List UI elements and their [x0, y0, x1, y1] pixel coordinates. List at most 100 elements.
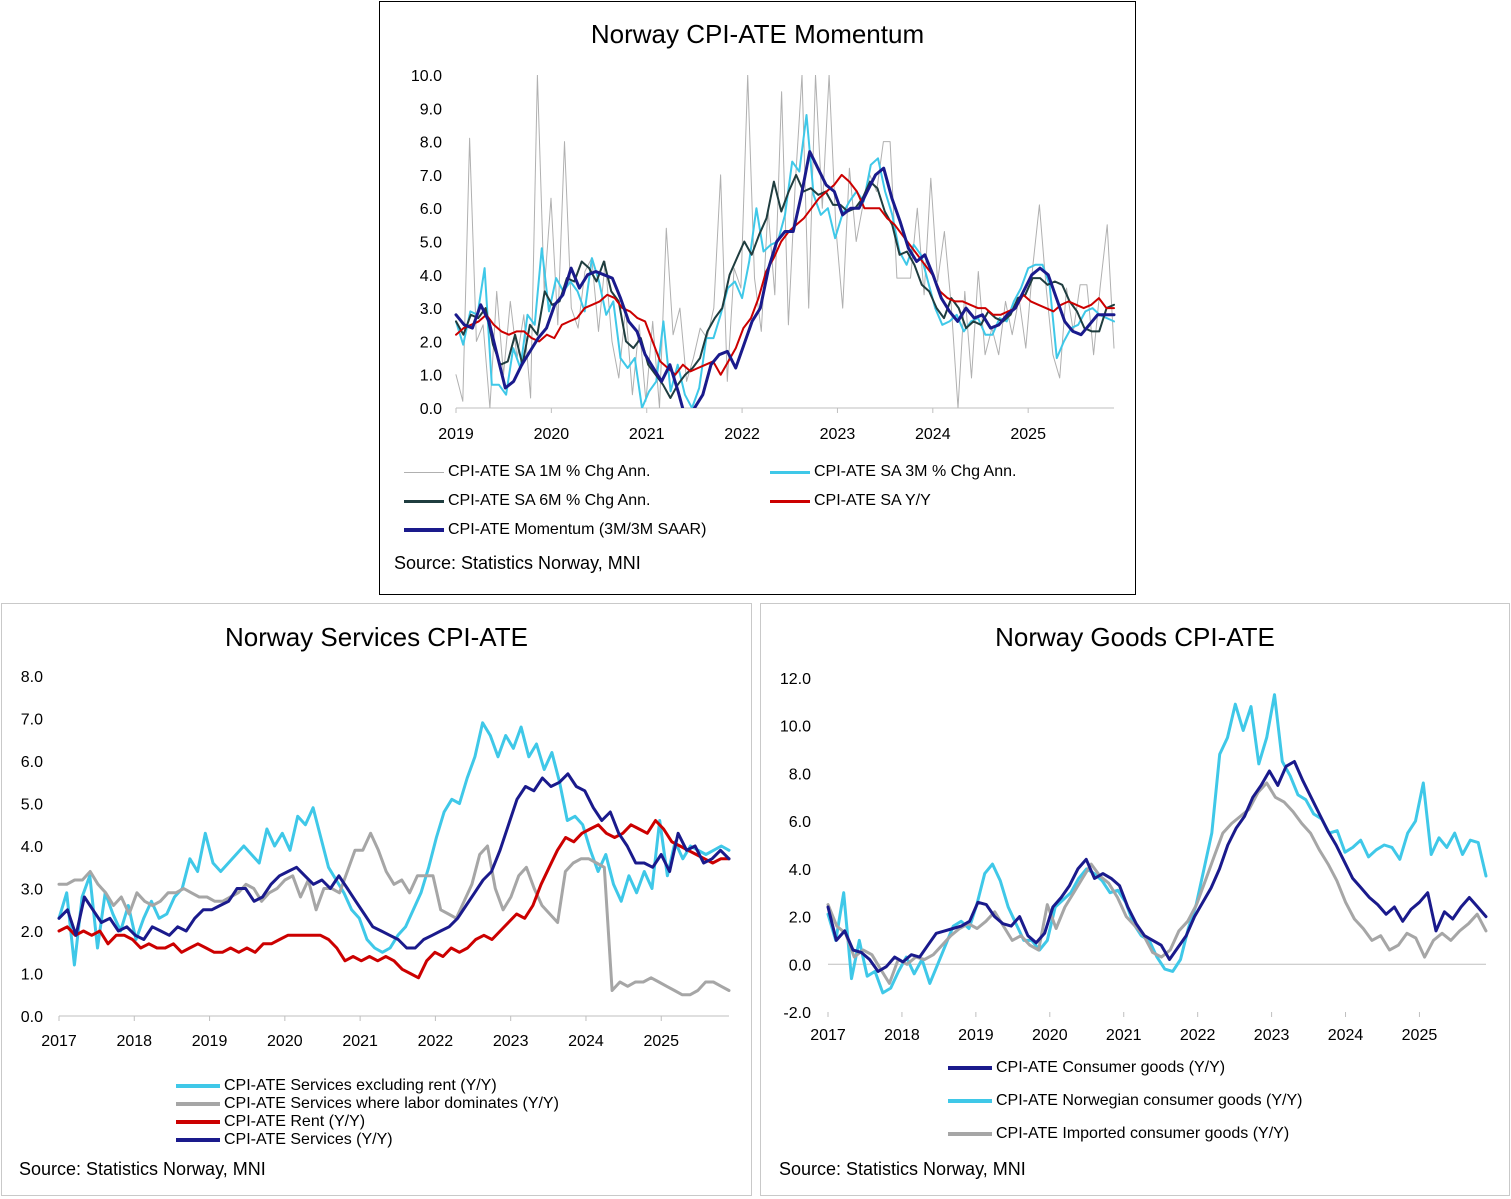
- y-tick-label: 10.0: [411, 68, 442, 85]
- x-tick-label: 2025: [1402, 1027, 1438, 1044]
- y-tick-label: 6.0: [789, 814, 811, 831]
- y-tick-label: -2.0: [783, 1005, 811, 1022]
- x-tick-label: 2019: [438, 426, 474, 443]
- x-tick-label: 2024: [568, 1033, 604, 1050]
- legend-line-icon: [404, 499, 444, 503]
- legend-line-icon: [404, 528, 444, 532]
- series-line-cpi-ate-services-where-labor-dominates-y-y: [57, 831, 731, 997]
- y-tick-label: 4.0: [21, 839, 43, 856]
- x-tick-label: 2019: [958, 1027, 994, 1044]
- chart-panel-services-cpi-ate: Norway Services CPI-ATE 0.0 1.0 2.0 3.0 4.0 5…: [1, 603, 752, 1196]
- y-tick-label: 10.0: [780, 719, 811, 736]
- legend-line-icon: [948, 1066, 992, 1070]
- y-tick-label: 3.0: [21, 882, 43, 899]
- legend-label: CPI-ATE Services where labor dominates (…: [224, 1095, 559, 1112]
- y-tick-label: 1.0: [420, 368, 442, 385]
- legend-line-icon: [176, 1102, 220, 1106]
- series-line-cpi-ate-sa-1m-chg-ann: [455, 75, 1115, 408]
- legend-label: CPI-ATE SA 1M % Chg Ann.: [448, 463, 651, 480]
- series-line-cpi-ate-imported-consumer-goods-y-y: [826, 781, 1488, 985]
- legend-label: CPI-ATE Norwegian consumer goods (Y/Y): [996, 1092, 1303, 1109]
- source-note: Source: Statistics Norway, MNI: [394, 553, 641, 573]
- y-tick-label: 3.0: [420, 301, 442, 318]
- legend-item-6m: CPI-ATE SA 6M % Chg Ann.: [404, 492, 650, 510]
- series-line-cpi-ate-sa-y-y: [455, 173, 1115, 376]
- series-line-cpi-ate-momentum-3m-3m-saar: [454, 150, 1116, 408]
- y-tick-label: 2.0: [21, 924, 43, 941]
- y-tick-label: 1.0: [21, 967, 43, 984]
- y-tick-label: 6.0: [21, 754, 43, 771]
- x-tick-label: 2017: [41, 1033, 77, 1050]
- x-tick-label: 2020: [1032, 1027, 1068, 1044]
- x-tick-label: 2021: [629, 426, 665, 443]
- legend-item-yy: CPI-ATE SA Y/Y: [770, 492, 931, 510]
- x-tick-label: 2019: [192, 1033, 228, 1050]
- x-tick-label: 2023: [1254, 1027, 1290, 1044]
- y-tick-label: 12.0: [780, 671, 811, 688]
- x-tick-label: 2023: [493, 1033, 529, 1050]
- y-tick-label: 0.0: [420, 401, 442, 418]
- legend-label: CPI-ATE Momentum (3M/3M SAAR): [448, 521, 707, 538]
- x-tick-label: 2018: [116, 1033, 152, 1050]
- x-tick-label: 2022: [724, 426, 760, 443]
- chart-plot-area: 0.0 1.0 2.0 3.0 4.0 5.0 6.0 7.0 8.0 9.0 10.0 2019 20…: [411, 68, 1116, 443]
- chart-plot-area: -2.0 0.0 2.0 4.0 6.0 8.0 10.0 12.0 2017 2018 2019 2…: [780, 671, 1488, 1044]
- y-tick-label: 8.0: [420, 135, 442, 152]
- legend-line-icon: [948, 1099, 992, 1103]
- legend-line-icon: [948, 1132, 992, 1136]
- x-tick-label: 2024: [915, 426, 951, 443]
- legend-item-services-ex-rent: CPI-ATE Services excluding rent (Y/Y): [176, 1077, 497, 1095]
- legend-item-norwegian-goods: CPI-ATE Norwegian consumer goods (Y/Y): [948, 1092, 1302, 1110]
- legend-line-icon: [176, 1120, 220, 1124]
- legend-item-labor: CPI-ATE Services where labor dominates (…: [176, 1095, 559, 1113]
- x-tick-label: 2020: [534, 426, 570, 443]
- x-tick-label: 2018: [884, 1027, 920, 1044]
- legend-label: CPI-ATE Consumer goods (Y/Y): [996, 1059, 1226, 1076]
- legend-label: CPI-ATE Services (Y/Y): [224, 1131, 393, 1148]
- legend-item-3m: CPI-ATE SA 3M % Chg Ann.: [770, 463, 1016, 481]
- x-tick-label: 2023: [820, 426, 856, 443]
- legend-item-consumer-goods: CPI-ATE Consumer goods (Y/Y): [948, 1059, 1225, 1077]
- y-tick-label: 7.0: [420, 168, 442, 185]
- x-tick-label: 2022: [418, 1033, 454, 1050]
- x-tick-label: 2020: [267, 1033, 303, 1050]
- y-tick-label: 8.0: [789, 766, 811, 783]
- y-tick-label: 5.0: [420, 235, 442, 252]
- legend-label: CPI-ATE SA 3M % Chg Ann.: [814, 463, 1017, 480]
- legend-label: CPI-ATE Services excluding rent (Y/Y): [224, 1077, 497, 1094]
- series-line-cpi-ate-norwegian-consumer-goods-y-y: [826, 693, 1488, 995]
- series-line-cpi-ate-consumer-goods-y-y: [826, 760, 1488, 973]
- source-note: Source: Statistics Norway, MNI: [779, 1159, 1026, 1179]
- chart-title: Norway Services CPI-ATE: [225, 622, 528, 652]
- y-tick-label: 7.0: [21, 712, 43, 729]
- legend-label: CPI-ATE Imported consumer goods (Y/Y): [996, 1125, 1290, 1142]
- y-tick-label: 2.0: [789, 910, 811, 927]
- legend-item-1m: CPI-ATE SA 1M % Chg Ann.: [404, 463, 650, 481]
- chart-plot-area: 0.0 1.0 2.0 3.0 4.0 5.0 6.0 7.0 8.0 2017 2018 2019 2…: [21, 669, 731, 1050]
- x-tick-label: 2024: [1328, 1027, 1364, 1044]
- legend-item-imported-goods: CPI-ATE Imported consumer goods (Y/Y): [948, 1125, 1289, 1143]
- legend-label: CPI-ATE Rent (Y/Y): [224, 1113, 366, 1130]
- y-tick-label: 8.0: [21, 669, 43, 686]
- legend-line-icon: [176, 1084, 220, 1088]
- legend-item-rent: CPI-ATE Rent (Y/Y): [176, 1113, 365, 1131]
- x-tick-label: 2022: [1180, 1027, 1216, 1044]
- x-tick-label: 2025: [643, 1033, 679, 1050]
- y-tick-label: 4.0: [420, 268, 442, 285]
- x-tick-label: 2021: [1106, 1027, 1142, 1044]
- series-line-cpi-ate-services-excluding-rent-y-y: [57, 721, 731, 967]
- chart-title: Norway Goods CPI-ATE: [995, 622, 1275, 652]
- y-tick-label: 0.0: [21, 1009, 43, 1026]
- y-tick-label: 9.0: [420, 101, 442, 118]
- y-tick-label: 4.0: [789, 862, 811, 879]
- y-tick-label: 5.0: [21, 797, 43, 814]
- series-line-cpi-ate-rent-y-y: [57, 819, 731, 980]
- y-tick-label: 0.0: [789, 957, 811, 974]
- legend-line-icon: [176, 1138, 220, 1142]
- x-tick-label: 2017: [810, 1027, 846, 1044]
- legend-line-icon: [770, 470, 810, 474]
- legend-item-services: CPI-ATE Services (Y/Y): [176, 1131, 393, 1149]
- legend-line-icon: [770, 499, 810, 503]
- legend-item-momentum: CPI-ATE Momentum (3M/3M SAAR): [404, 521, 706, 539]
- x-tick-label: 2021: [342, 1033, 378, 1050]
